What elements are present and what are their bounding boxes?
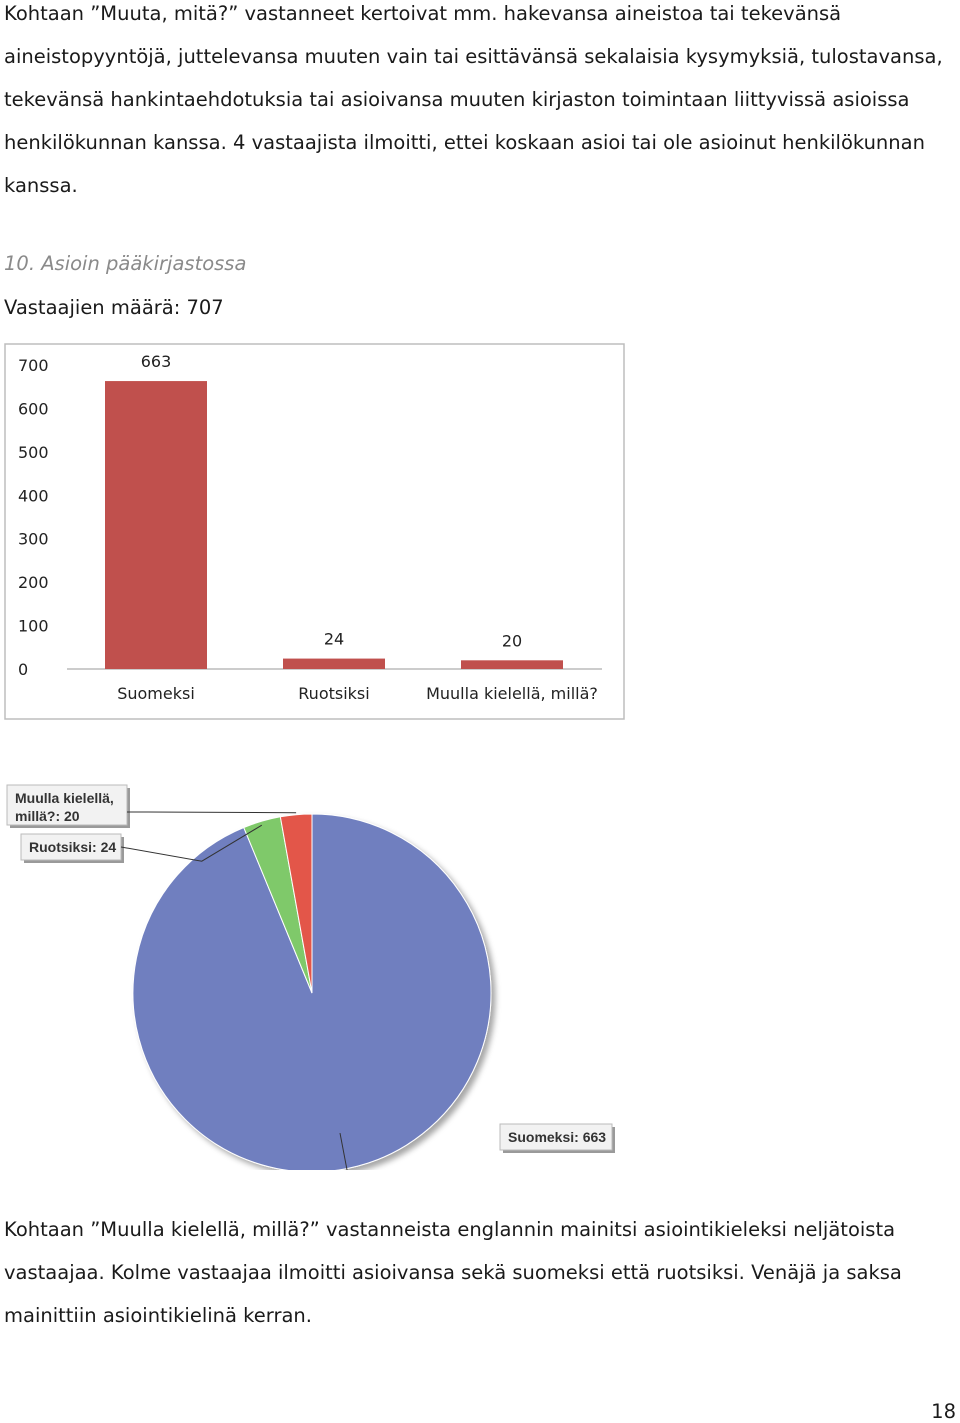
category-label: Suomeksi [117, 684, 195, 703]
pie-label-text: Suomeksi: 663 [508, 1129, 606, 1145]
bar-chart: 0 100 200 300 400 500 600 700 663 Suomeksi 24 Ruot… [4, 343, 625, 720]
pie-label-suomeksi: Suomeksi: 663 [499, 1123, 615, 1153]
leader-line [120, 824, 263, 862]
bar [461, 660, 563, 669]
y-tick-label: 400 [18, 486, 49, 505]
question-title: 10. Asioin pääkirjastossa [4, 252, 247, 275]
intro-paragraph: Kohtaan ”Muuta, mitä?” vastanneet kertoi… [4, 2, 943, 197]
bar [105, 381, 207, 669]
bar [283, 658, 385, 669]
data-label: 20 [502, 631, 522, 650]
pie-label-text: millä?: 20 [15, 808, 80, 824]
leader-line [127, 811, 297, 814]
pie-chart: Muulla kielellä, millä?: 20 Ruotsiksi: 24 S… [6, 784, 615, 1170]
y-tick-label: 600 [18, 399, 49, 418]
pie-label-text: Muulla kielellä, [15, 790, 114, 806]
y-tick-label: 200 [18, 573, 49, 592]
category-label: Ruotsiksi [298, 684, 369, 703]
pie-label-muulla: Muulla kielellä, millä?: 20 [6, 784, 130, 828]
y-tick-label: 300 [18, 530, 49, 549]
pie-label-text: Ruotsiksi: 24 [29, 839, 116, 855]
pie-slice [279, 813, 313, 994]
y-tick-label: 700 [18, 356, 49, 375]
y-tick-label: 100 [18, 617, 49, 636]
page-number: 18 [931, 1400, 956, 1423]
y-tick-label: 0 [18, 660, 28, 679]
closing-paragraph: Kohtaan ”Muulla kielellä, millä?” vastan… [4, 1218, 902, 1327]
pie-label-ruotsiksi: Ruotsiksi: 24 [20, 833, 124, 863]
y-tick-label: 500 [18, 443, 49, 462]
category-label: Muulla kielellä, millä? [426, 684, 598, 703]
data-label: 24 [324, 630, 344, 649]
leader-line [339, 1132, 348, 1170]
data-label: 663 [141, 352, 172, 371]
respondent-count: Vastaajien määrä: 707 [4, 296, 224, 319]
